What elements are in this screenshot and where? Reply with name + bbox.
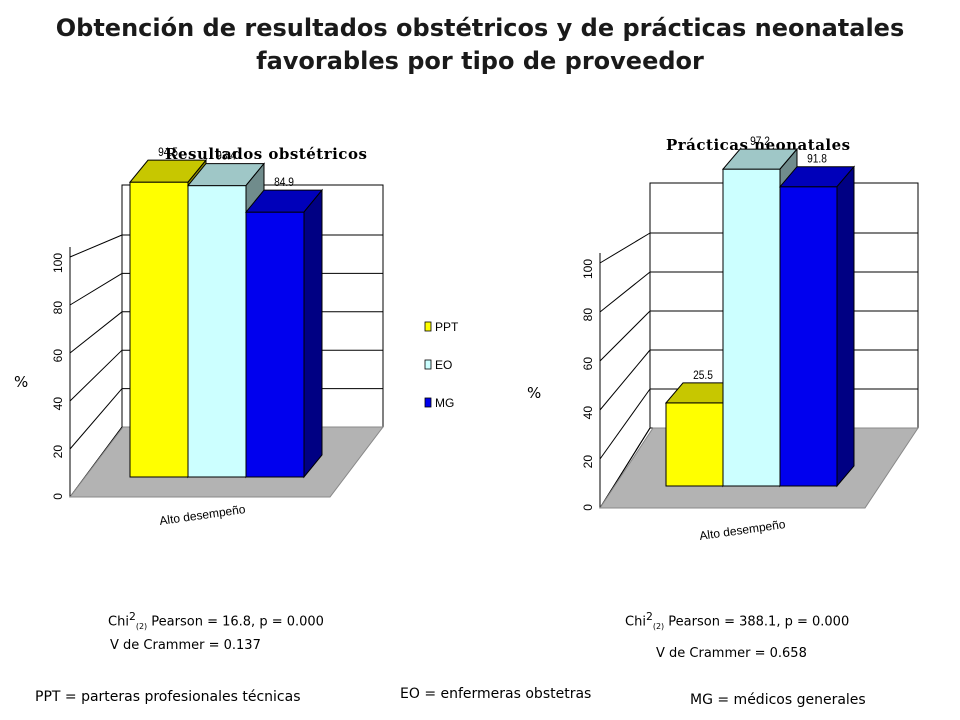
chart-2-ytick-label: 0 [581,504,595,511]
bar-mg-side [836,165,855,488]
chart-1-gridline-side [69,234,123,258]
bar-eo-front [187,185,247,478]
chart-2-ytick-label: 40 [581,406,595,420]
chart-2-title: Prácticas neonatales [666,136,851,154]
bar-eo-front [722,168,781,487]
chart-2-ytick-label: 60 [581,357,595,371]
bar-ppt-value-label: 94.5 [158,146,178,159]
legend-mg-swatch [424,397,432,408]
bar-mg-value-label: 91.8 [807,153,827,166]
chart-1-ytick-label: 0 [51,493,65,500]
chart-1-title: Resultados obstétricos [165,145,368,163]
chart-1-gridline-side [69,388,123,450]
chart-2-ytick-label: 100 [581,259,595,279]
footer-ppt: PPT = parteras profesionales técnicas [35,689,301,705]
title-line-2: favorables por tipo de proveedor [256,47,704,75]
chart-2-ytick-label: 80 [581,308,595,322]
chart-2-cramer-v: V de Crammer = 0.658 [656,646,807,661]
bar-eo-value-label: 93.4 [216,150,236,163]
chart-2-gridline-side [599,310,651,362]
bar-eo-value-label: 97.2 [750,135,770,148]
chart-2-chi-square: Chi2(2) Pearson = 388.1, p = 0.000 [625,610,850,631]
chart-2-gridline-side [599,271,651,313]
bar-mg-front [245,211,305,478]
bar-mg-value-label: 84.9 [274,176,294,189]
legend-mg-label: MG [435,396,454,410]
chart-1-chi-square: Chi2(2) Pearson = 16.8, p = 0.000 [108,610,324,631]
bar-mg-side [303,188,323,479]
chart-1-cramer-v: V de Crammer = 0.137 [110,638,261,653]
chart-1-ytick-label: 20 [51,445,65,459]
chart-2-gridline-side [599,388,651,460]
chart-2-x-category-label: Alto desempeño [698,517,786,543]
chart-2-gridline-side [599,349,651,411]
legend-ppt-label: PPT [435,320,459,334]
chart-2-gridline-side [599,232,651,264]
chart-2-ytick-label: 20 [581,455,595,469]
legend-eo-label: EO [435,358,452,372]
footer-mg: MG = médicos generales [690,692,866,708]
chart-1-ytick-label: 60 [51,349,65,363]
page-title: Obtención de resultados obstétricos y de… [40,12,920,78]
bar-ppt-front [665,402,724,487]
chart-1-gridline-side [69,311,123,354]
legend-ppt-swatch [424,321,432,332]
title-line-1: Obtención de resultados obstétricos y de… [55,14,905,42]
chart-1-gridline-side [69,349,123,402]
legend-eo-swatch [424,359,432,370]
chart-1-ytick-label: 40 [51,397,65,411]
chart-1-ytick-label: 80 [51,301,65,315]
footer-eo: EO = enfermeras obstetras [400,686,592,702]
bar-ppt-value-label: 25.5 [693,369,713,382]
chart-1-ylabel: % [14,373,29,391]
chart-1-ytick-label: 100 [51,253,65,273]
chart-1-gridline-side [69,272,123,306]
bar-ppt-front [129,181,189,478]
chart-2-ylabel: % [527,384,542,402]
bar-mg-front [779,186,838,487]
chart-1-x-category-label: Alto desempeño [158,502,246,528]
